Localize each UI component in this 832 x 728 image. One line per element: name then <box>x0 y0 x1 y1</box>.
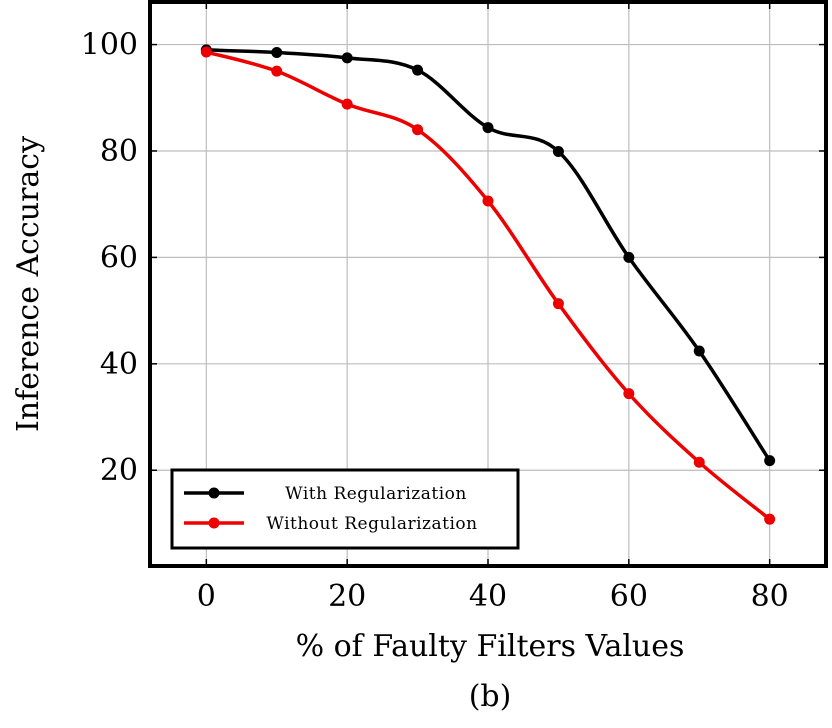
x-tick-label: 0 <box>197 579 216 614</box>
y-tick-label: 80 <box>100 134 138 169</box>
data-point <box>341 52 353 64</box>
y-tick-label: 40 <box>100 347 138 382</box>
y-axis-label: Inference Accuracy <box>11 136 46 432</box>
data-point <box>693 456 705 468</box>
data-point <box>271 65 283 77</box>
data-point <box>271 47 283 59</box>
x-tick-label: 80 <box>751 579 789 614</box>
y-tick-label: 60 <box>100 240 138 275</box>
series-layer <box>200 44 776 525</box>
x-axis-label: % of Faulty Filters Values <box>296 629 685 664</box>
data-point <box>552 146 564 158</box>
y-axis-ticks: 20 40 60 80 100 <box>81 28 826 488</box>
data-point <box>764 513 776 525</box>
data-point <box>764 455 776 467</box>
y-tick-label: 20 <box>100 453 138 488</box>
y-tick-label: 100 <box>81 28 138 63</box>
data-point <box>412 124 424 136</box>
data-point <box>552 298 564 310</box>
data-point <box>200 46 212 58</box>
data-point <box>623 251 635 263</box>
legend-swatch-marker <box>208 517 220 529</box>
data-point <box>482 122 494 134</box>
legend: With Regularization Without Regularizatio… <box>170 468 520 550</box>
series-line <box>206 48 772 462</box>
x-tick-label: 60 <box>610 579 648 614</box>
x-axis-ticks: 0 20 40 60 80 <box>197 2 789 614</box>
data-point <box>482 195 494 207</box>
series-without-regularization <box>200 46 776 525</box>
series-line <box>205 50 771 521</box>
legend-box <box>170 468 520 550</box>
legend-label: Without Regularization <box>266 514 477 534</box>
data-point <box>693 345 705 357</box>
data-point <box>623 388 635 400</box>
legend-label: With Regularization <box>285 484 467 504</box>
data-point <box>341 98 353 110</box>
x-tick-label: 40 <box>469 579 507 614</box>
x-tick-label: 20 <box>328 579 366 614</box>
figure-caption: (b) <box>469 679 512 714</box>
data-point <box>412 64 424 76</box>
legend-swatch-marker <box>208 487 220 499</box>
